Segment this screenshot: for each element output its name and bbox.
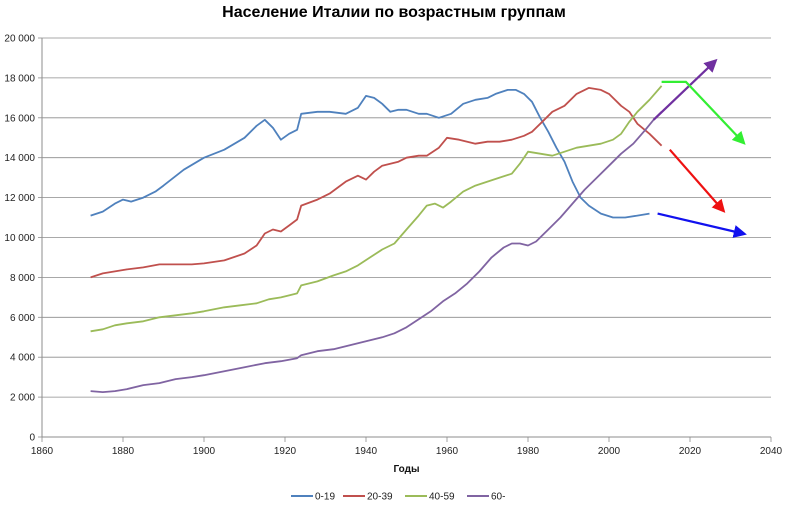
x-tick-label: 1960 bbox=[436, 446, 459, 457]
x-tick-label: 2000 bbox=[598, 446, 621, 457]
y-tick-label: 2 000 bbox=[10, 393, 35, 404]
x-tick-label: 1980 bbox=[517, 446, 540, 457]
y-tick-label: 6 000 bbox=[10, 313, 35, 324]
series-line-60- bbox=[90, 111, 663, 393]
arrow-0-19-flat bbox=[657, 212, 747, 238]
x-tick-label: 1880 bbox=[112, 446, 135, 457]
y-tick-label: 20 000 bbox=[4, 34, 35, 45]
legend-label: 60- bbox=[491, 492, 505, 503]
x-tick-label: 2040 bbox=[760, 446, 783, 457]
x-tick-label: 1900 bbox=[193, 446, 216, 457]
x-axis-title: Годы bbox=[393, 464, 419, 475]
x-tick-label: 1940 bbox=[355, 446, 378, 457]
chart-title: Население Италии по возрастным группам bbox=[222, 4, 566, 21]
y-tick-label: 14 000 bbox=[4, 153, 35, 164]
y-tick-label: 4 000 bbox=[10, 353, 35, 364]
arrow-20-39-down bbox=[668, 148, 726, 213]
y-tick-label: 0 bbox=[29, 433, 35, 444]
series-line-0-19 bbox=[90, 89, 650, 219]
y-tick-label: 16 000 bbox=[4, 113, 35, 124]
arrow-60-up bbox=[652, 58, 718, 121]
legend-label: 40-59 bbox=[429, 492, 455, 503]
arrow-40-59-down bbox=[661, 80, 746, 145]
y-tick-label: 8 000 bbox=[10, 273, 35, 284]
x-tick-label: 1920 bbox=[274, 446, 297, 457]
series-line-20-39 bbox=[90, 87, 663, 279]
series-line-40-59 bbox=[90, 85, 663, 333]
y-tick-label: 10 000 bbox=[4, 233, 35, 244]
x-tick-label: 1860 bbox=[31, 446, 54, 457]
legend-label: 20-39 bbox=[367, 492, 393, 503]
y-tick-label: 12 000 bbox=[4, 193, 35, 204]
y-tick-label: 18 000 bbox=[4, 73, 35, 84]
x-tick-label: 2020 bbox=[679, 446, 702, 457]
legend-label: 0-19 bbox=[315, 492, 335, 503]
